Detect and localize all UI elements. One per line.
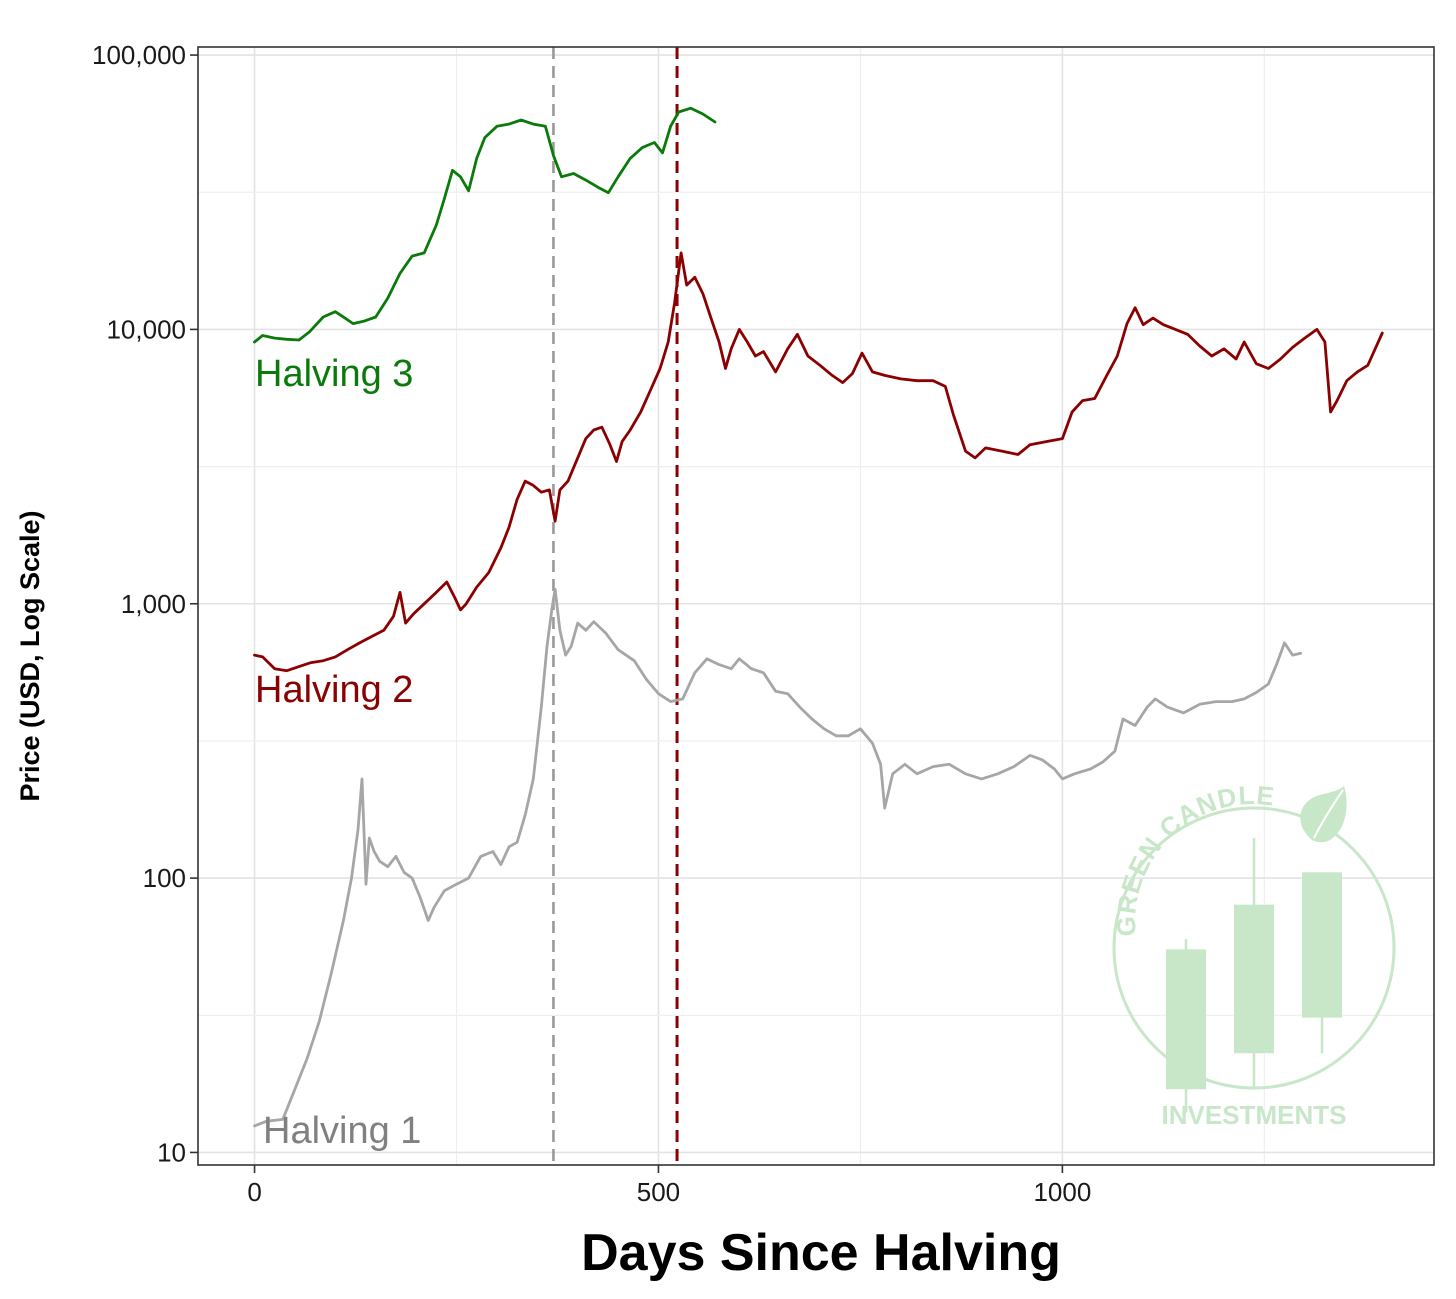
y-tick-label: 10 (157, 1137, 186, 1167)
series-line-halving-3 (253, 106, 717, 344)
watermark-candle (1302, 872, 1342, 1054)
y-tick-label: 1,000 (121, 589, 186, 619)
grid-lines (198, 47, 1434, 1165)
series-label-halving-2: Halving 2 (255, 669, 413, 711)
y-tick-label: 10,000 (106, 314, 186, 344)
x-tick-label: 0 (247, 1177, 261, 1207)
x-tick-label: 1000 (1033, 1177, 1091, 1207)
series-line-halving-2 (253, 251, 1384, 673)
y-tick-label: 100 (143, 863, 186, 893)
x-tick-label: 500 (637, 1177, 680, 1207)
watermark-candle (1166, 938, 1206, 1113)
plot-border (197, 46, 1435, 1166)
watermark-bottom-text: INVESTMENTS (1162, 1100, 1347, 1130)
axis-ticks: 0 500 1000 10 100 1,000 10,000 100,000 (92, 40, 1091, 1207)
watermark-candle-body (1302, 872, 1342, 1018)
watermark-candle-body (1234, 904, 1274, 1054)
leaf-vein (1313, 789, 1344, 839)
x-axis-label: Days Since Halving (581, 1224, 1061, 1282)
watermark-candle-body (1166, 949, 1206, 1090)
series-label-halving-1: Halving 1 (263, 1110, 421, 1152)
series-lines (253, 106, 1384, 1128)
y-axis-label: Price (USD, Log Scale) (15, 510, 45, 801)
series-line-halving-1 (253, 587, 1303, 1128)
watermark-candle (1234, 838, 1274, 1090)
series-label-halving-3: Halving 3 (255, 353, 413, 395)
y-tick-label: 100,000 (92, 40, 186, 70)
